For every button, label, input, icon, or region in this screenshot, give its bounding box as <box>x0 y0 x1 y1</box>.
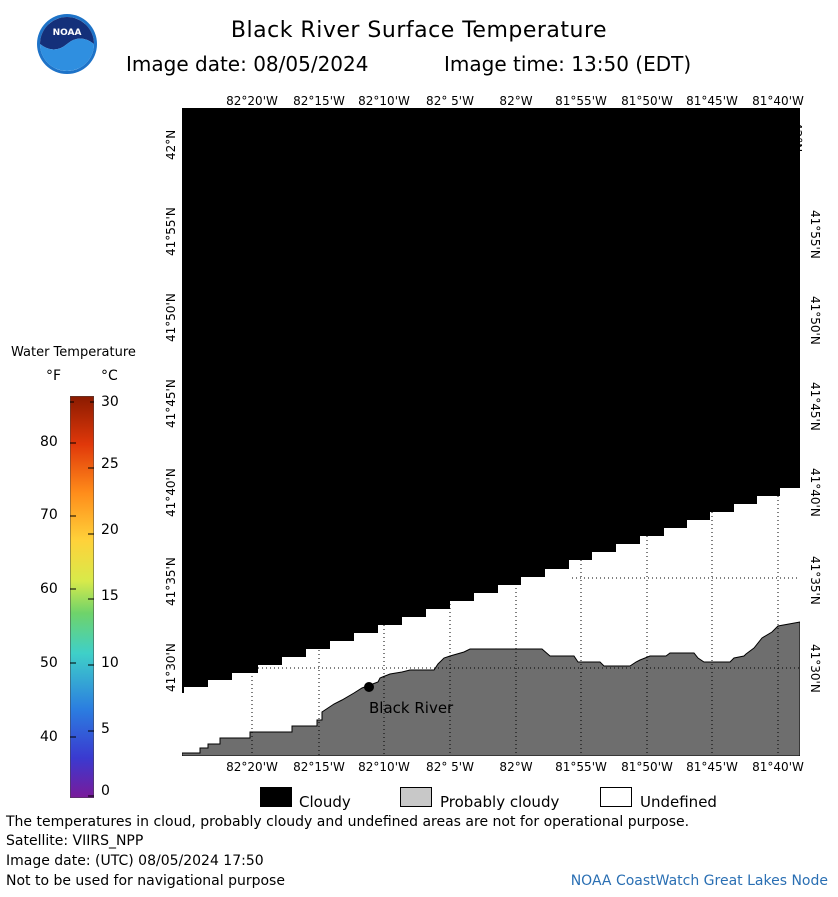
lon-label: 82°20'W <box>226 94 278 108</box>
lat-label: 41°30'N <box>808 644 822 693</box>
graticule <box>182 448 800 756</box>
lat-label: 41°55'N <box>808 210 822 259</box>
legend-probably-cloudy-label: Probably cloudy <box>440 793 560 811</box>
noaa-logo: NOAA <box>36 13 98 75</box>
image-time-label: Image time: 13:50 (EDT) <box>444 52 692 76</box>
disclaimer-text: The temperatures in cloud, probably clou… <box>6 814 690 830</box>
utc-date-text: Image date: (UTC) 08/05/2024 17:50 <box>6 853 264 869</box>
legend-probably-cloudy-swatch <box>400 787 432 807</box>
lat-label: 41°35'N <box>164 557 178 606</box>
colorbar-unit-f: °F <box>46 368 62 384</box>
page-title: Black River Surface Temperature <box>230 18 608 43</box>
lat-label: 41°30'N <box>164 643 178 692</box>
credit-text: NOAA CoastWatch Great Lakes Node <box>570 873 828 889</box>
lat-label: 41°55'N <box>164 207 178 256</box>
lon-label: 81°50'W <box>621 760 673 774</box>
colorbar-title: Water Temperature <box>11 345 136 360</box>
lat-label: 41°40'N <box>808 468 822 517</box>
f-tick: 70 <box>40 507 58 523</box>
c-tick: 20 <box>101 522 119 538</box>
lon-label: 81°55'W <box>555 94 607 108</box>
lat-label: 42°N <box>164 129 178 160</box>
lat-label: 41°45'N <box>808 382 822 431</box>
lon-label: 82°15'W <box>293 94 345 108</box>
f-tick: 80 <box>40 434 58 450</box>
lon-label: 81°50'W <box>621 94 673 108</box>
f-tick: 40 <box>40 729 58 745</box>
cloudy-area <box>182 108 800 693</box>
c-tick: 0 <box>101 783 110 799</box>
lon-label: 82°15'W <box>293 760 345 774</box>
map-panel: Black River <box>181 108 801 757</box>
black-river-label: Black River <box>369 699 454 717</box>
c-tick: 15 <box>101 588 119 604</box>
lon-label: 81°45'W <box>686 94 738 108</box>
lon-label: 81°55'W <box>555 760 607 774</box>
f-tick: 60 <box>40 581 58 597</box>
legend-cloudy-swatch <box>260 787 292 807</box>
lat-label: 41°45'N <box>164 379 178 428</box>
lat-label: 41°35'N <box>808 556 822 605</box>
black-river-marker <box>364 682 374 692</box>
lon-label: 82° 5'W <box>426 760 474 774</box>
lon-label: 82° 5'W <box>426 94 474 108</box>
lon-label: 82°W <box>499 760 533 774</box>
logo-text: NOAA <box>53 28 82 38</box>
colorbar <box>69 395 95 799</box>
lon-label: 81°40'W <box>752 760 804 774</box>
legend-cloudy-label: Cloudy <box>299 793 351 811</box>
image-date-label: Image date: 08/05/2024 <box>126 52 369 76</box>
lat-label: 41°50'N <box>164 293 178 342</box>
lat-label: 42°N <box>790 122 804 153</box>
c-tick: 25 <box>101 456 119 472</box>
lat-label: 41°50'N <box>808 296 822 345</box>
c-tick: 5 <box>101 721 110 737</box>
nav-warning-text: Not to be used for navigational purpose <box>6 873 285 889</box>
legend-undefined-swatch <box>600 787 632 807</box>
lon-label: 82°10'W <box>358 94 410 108</box>
lon-label: 81°40'W <box>752 94 804 108</box>
c-tick: 10 <box>101 655 119 671</box>
c-tick: 30 <box>101 394 119 410</box>
f-tick: 50 <box>40 655 58 671</box>
satellite-text: Satellite: VIIRS_NPP <box>6 833 144 849</box>
lon-label: 82°10'W <box>358 760 410 774</box>
lon-label: 82°20'W <box>226 760 278 774</box>
legend-undefined-label: Undefined <box>640 793 717 811</box>
colorbar-unit-c: °C <box>101 368 118 384</box>
lon-label: 82°W <box>499 94 533 108</box>
lon-label: 81°45'W <box>686 760 738 774</box>
lat-label: 41°40'N <box>164 468 178 517</box>
